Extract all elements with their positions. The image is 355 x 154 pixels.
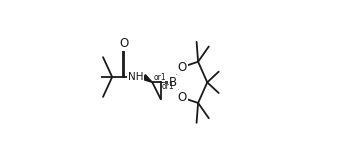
Text: B: B [169, 76, 177, 89]
Text: or1: or1 [154, 73, 166, 82]
Text: O: O [178, 61, 187, 74]
Text: O: O [119, 37, 129, 50]
Text: NH: NH [128, 72, 143, 82]
Text: or1: or1 [162, 82, 175, 91]
Polygon shape [142, 75, 152, 82]
Text: O: O [178, 91, 187, 104]
